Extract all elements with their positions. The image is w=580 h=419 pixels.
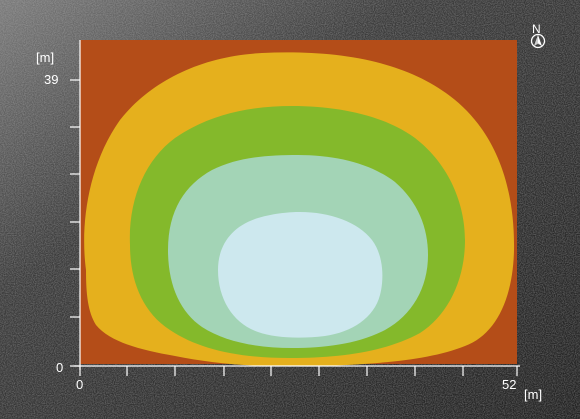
x-axis-unit: [m] (524, 387, 542, 402)
y-axis: [m] 39 0 (36, 40, 81, 375)
y-tick-label-top: 39 (44, 72, 58, 87)
contour-core (218, 212, 383, 338)
north-arrow-icon: N (530, 22, 546, 49)
x-tick-label-left: 0 (76, 377, 83, 392)
y-tick-label-bottom: 0 (56, 360, 63, 375)
north-letter: N (532, 22, 541, 36)
x-axis: 0 52 [m] (74, 365, 542, 402)
y-axis-unit: [m] (36, 50, 54, 65)
x-tick-label-right: 52 (502, 377, 516, 392)
